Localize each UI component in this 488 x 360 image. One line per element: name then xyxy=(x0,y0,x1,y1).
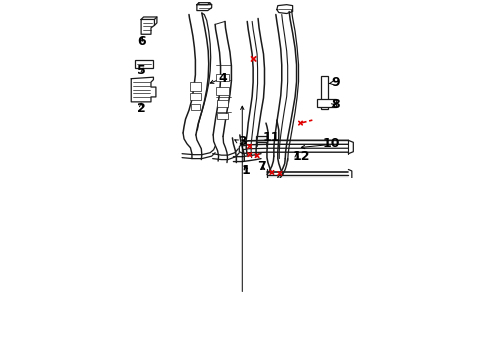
Bar xyxy=(191,104,200,110)
Text: 4: 4 xyxy=(218,72,226,85)
Text: 3: 3 xyxy=(238,135,246,148)
Bar xyxy=(216,113,228,119)
Bar xyxy=(216,74,228,81)
Bar xyxy=(317,99,335,107)
Text: 6: 6 xyxy=(137,35,145,48)
Bar xyxy=(190,82,201,91)
Text: 11: 11 xyxy=(262,131,279,144)
Bar xyxy=(256,136,266,142)
Text: 9: 9 xyxy=(331,76,340,89)
Bar xyxy=(216,87,228,95)
Bar xyxy=(321,76,327,109)
Bar xyxy=(216,100,228,107)
Text: 7: 7 xyxy=(256,159,265,172)
Text: 8: 8 xyxy=(331,98,340,111)
Text: 2: 2 xyxy=(137,102,145,115)
Bar xyxy=(134,60,153,68)
Text: 1: 1 xyxy=(242,165,250,177)
Text: 10: 10 xyxy=(322,137,339,150)
Text: 12: 12 xyxy=(292,150,309,163)
Bar xyxy=(190,94,201,100)
Text: 5: 5 xyxy=(137,64,145,77)
